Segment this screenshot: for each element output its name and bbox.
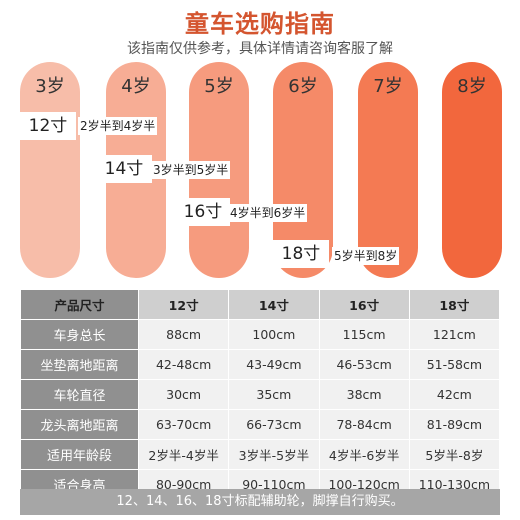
table-header-row: 产品尺寸 12寸 14寸 16寸 18寸 (20, 289, 501, 320)
size-label-18: 18寸 (273, 240, 329, 268)
table-header-cell: 产品尺寸 (20, 289, 139, 320)
row-label: 车身总长 (20, 319, 139, 350)
row-label: 坐垫离地距离 (20, 349, 139, 380)
spec-table: 产品尺寸 12寸 14寸 16寸 18寸 车身总长 88cm 100cm 115… (20, 289, 501, 500)
table-cell: 100cm (228, 319, 320, 350)
page-subtitle: 该指南仅供参考，具体详情请咨询客服了解 (127, 41, 393, 57)
age-range-12: 2岁半到4岁半 (78, 117, 158, 135)
footer-note: 12、14、16、18寸标配辅助轮，脚撑自行购买。 (20, 489, 500, 515)
size-label-16: 16寸 (176, 198, 230, 226)
table-cell: 66-73cm (228, 409, 320, 440)
row-label: 适用年龄段 (20, 439, 139, 470)
age-bar-7 (358, 62, 418, 278)
table-header-cell: 18寸 (408, 289, 501, 320)
table-cell: 46-53cm (318, 349, 410, 380)
size-label-14: 14寸 (96, 155, 152, 183)
table-row: 适用年龄段 2岁半-4岁半 3岁半-5岁半 4岁半-6岁半 5岁半-8岁 (20, 439, 501, 470)
table-cell: 3岁半-5岁半 (228, 439, 320, 470)
table-cell: 78-84cm (318, 409, 410, 440)
age-range-18: 5岁半到8岁 (332, 247, 400, 265)
table-cell: 2岁半-4岁半 (137, 439, 230, 470)
table-row: 车轮直径 30cm 35cm 38cm 42cm (20, 379, 501, 410)
table-header-cell: 14寸 (228, 289, 320, 320)
table-cell: 88cm (137, 319, 230, 350)
row-label: 车轮直径 (20, 379, 139, 410)
age-range-14: 3岁半到5岁半 (151, 161, 231, 179)
table-cell: 51-58cm (408, 349, 501, 380)
row-label: 龙头离地距离 (20, 409, 139, 440)
age-bar-3 (20, 62, 80, 278)
table-header-cell: 12寸 (137, 289, 230, 320)
table-cell: 42-48cm (137, 349, 230, 380)
table-cell: 30cm (137, 379, 230, 410)
age-label-8: 8岁 (457, 76, 487, 97)
page-title: 童车选购指南 (185, 10, 335, 38)
age-label-7: 7岁 (373, 76, 403, 97)
table-row: 龙头离地距离 63-70cm 66-73cm 78-84cm 81-89cm (20, 409, 501, 440)
table-header-cell: 16寸 (318, 289, 410, 320)
table-cell: 4岁半-6岁半 (318, 439, 410, 470)
age-label-3: 3岁 (35, 76, 65, 97)
age-label-4: 4岁 (121, 76, 151, 97)
table-cell: 38cm (318, 379, 410, 410)
table-cell: 81-89cm (408, 409, 501, 440)
table-cell: 5岁半-8岁 (408, 439, 501, 470)
table-row: 坐垫离地距离 42-48cm 43-49cm 46-53cm 51-58cm (20, 349, 501, 380)
table-cell: 121cm (408, 319, 501, 350)
table-cell: 35cm (228, 379, 320, 410)
table-cell: 115cm (318, 319, 410, 350)
table-cell: 43-49cm (228, 349, 320, 380)
table-cell: 42cm (408, 379, 501, 410)
age-range-16: 4岁半到6岁半 (228, 204, 308, 222)
age-bar-8 (442, 62, 502, 278)
age-label-5: 5岁 (204, 76, 234, 97)
table-cell: 63-70cm (137, 409, 230, 440)
age-label-6: 6岁 (288, 76, 318, 97)
size-label-12: 12寸 (20, 112, 76, 140)
table-row: 车身总长 88cm 100cm 115cm 121cm (20, 319, 501, 350)
